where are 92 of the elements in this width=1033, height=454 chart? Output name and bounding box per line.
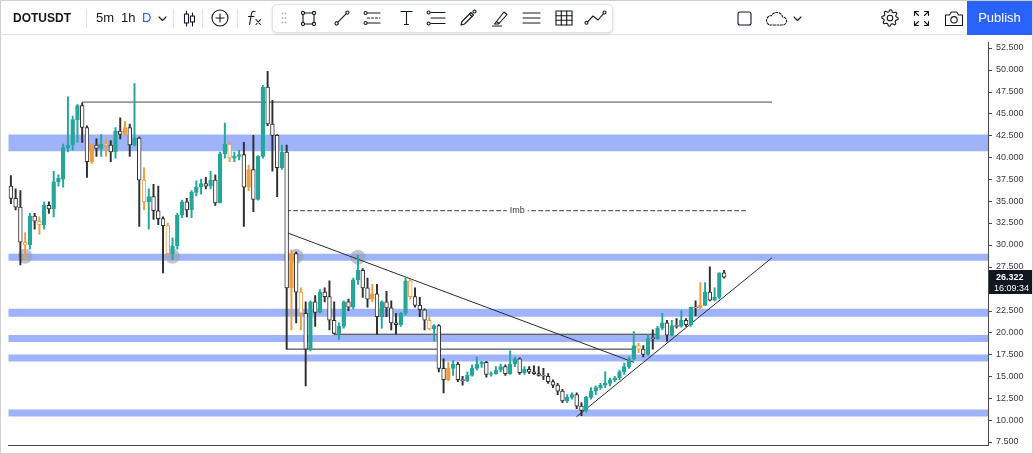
candlestick (94, 138, 99, 157)
button: Publish (967, 1, 1032, 35)
y-tick-label: 15.000 (996, 370, 1024, 381)
candlestick (156, 185, 161, 226)
candlestick (108, 140, 113, 162)
candlestick (132, 83, 137, 147)
candlestick (32, 213, 37, 230)
text: 5m (96, 10, 115, 26)
y-tick-label: 40.000 (996, 151, 1024, 162)
candlestick (517, 357, 522, 375)
candlestick (574, 392, 579, 410)
candlestick (18, 190, 23, 266)
candlestick (75, 104, 80, 143)
candlestick (603, 371, 608, 389)
y-tick-label: 27.500 (996, 261, 1024, 272)
y-tick-label: 52.500 (996, 42, 1024, 53)
candlestick (251, 135, 256, 212)
y-tick-label: 12.500 (996, 392, 1024, 403)
candlestick (103, 138, 109, 157)
y-tick-label: 7.500 (996, 436, 1019, 447)
candlestick (441, 358, 446, 394)
candlestick (289, 249, 294, 331)
candlestick (679, 310, 684, 328)
candlestick (555, 382, 560, 396)
candlestick (636, 342, 641, 353)
candlestick (194, 180, 199, 197)
candlestick (270, 99, 275, 172)
candlestick (341, 300, 346, 329)
candlestick (408, 278, 413, 300)
y-tick-label: 35.000 (996, 195, 1024, 206)
candlestick (227, 142, 232, 162)
candlestick (560, 389, 565, 403)
y-tick-label: 20.000 (996, 326, 1024, 337)
candlestick (89, 143, 94, 164)
candlestick (641, 345, 646, 358)
candlestick (346, 298, 351, 311)
candlestick (322, 287, 327, 303)
candlestick (384, 290, 389, 318)
candlestick (365, 277, 370, 308)
candlestick (698, 282, 703, 310)
candlestick (170, 237, 175, 261)
text: D (142, 10, 152, 26)
text: 1h (121, 10, 136, 26)
candlestick (327, 280, 332, 331)
candlestick (593, 385, 598, 396)
candlestick (717, 272, 722, 300)
candlestick (422, 308, 427, 331)
candlestick (660, 312, 665, 331)
text: 26.322 (996, 271, 1024, 282)
y-tick-label: 45.000 (996, 107, 1024, 118)
candlestick (232, 151, 237, 162)
candlestick (503, 364, 508, 376)
y-tick-label: 17.500 (996, 348, 1024, 359)
candlestick (446, 361, 451, 381)
y-tick-label: 10.000 (996, 414, 1024, 425)
candlestick (427, 316, 432, 331)
candlestick (460, 375, 465, 386)
candlestick (113, 127, 118, 159)
y-tick-label: 37.500 (996, 173, 1024, 184)
candlestick (536, 366, 541, 377)
y-tick-label: 42.500 (996, 129, 1024, 140)
candlestick (70, 115, 75, 151)
candlestick (308, 300, 313, 352)
candlestick (465, 371, 470, 382)
candlestick (712, 287, 717, 302)
text: 16:09:34 (994, 282, 1030, 293)
y-tick-label: 50.000 (996, 64, 1024, 75)
candlestick (151, 184, 156, 220)
candlestick (598, 382, 603, 390)
candlestick (189, 190, 194, 219)
candlestick (37, 216, 42, 235)
candlestick (522, 366, 527, 375)
chart-title: DOTUSDT (13, 11, 71, 25)
candlestick (693, 300, 698, 317)
candlestick (175, 213, 180, 250)
candlestick (617, 369, 622, 381)
y-tick-label: 22.500 (996, 305, 1024, 316)
candlestick (51, 170, 56, 218)
candlestick (498, 363, 503, 373)
candlestick (541, 368, 546, 381)
candlestick (213, 174, 218, 206)
y-tick-label: 47.500 (996, 86, 1024, 97)
candlestick (403, 277, 408, 316)
candlestick (655, 326, 660, 340)
candlestick (208, 170, 213, 190)
candlestick (13, 188, 18, 211)
y-tick-label: 32.500 (996, 217, 1024, 228)
candlestick (246, 164, 251, 191)
series-label: Imb (509, 205, 525, 216)
candlestick (484, 361, 489, 378)
candlestick (265, 71, 270, 127)
y-tick-label: 30.000 (996, 239, 1024, 250)
